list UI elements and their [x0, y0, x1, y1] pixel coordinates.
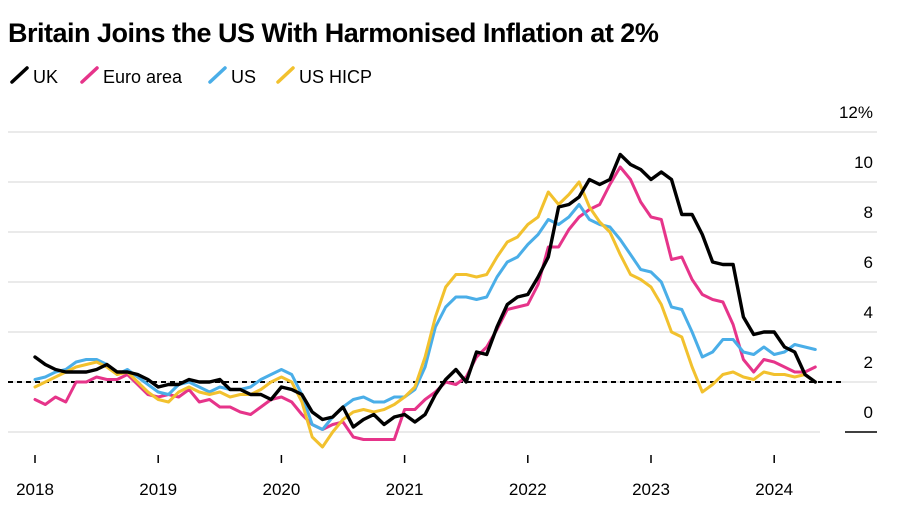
x-tick-label: 2022	[509, 480, 547, 499]
x-tick-label: 2018	[16, 480, 54, 499]
legend-swatch	[208, 66, 227, 84]
y-tick-label: 12%	[839, 103, 873, 122]
y-tick-label: 6	[864, 253, 873, 272]
legend-swatch	[10, 66, 29, 84]
chart-title: Britain Joins the US With Harmonised Inf…	[8, 18, 659, 48]
y-tick-label: 2	[864, 353, 873, 372]
legend-label: US HICP	[299, 67, 372, 87]
y-tick-label: 0	[864, 403, 873, 422]
x-axis: 2018 2019 2020 2021 2022 2023 2024	[16, 455, 793, 499]
legend: UK Euro area US US HICP	[10, 66, 372, 87]
y-axis-labels: 0 2 4 6 8 10 12%	[839, 103, 873, 422]
x-tick-label: 2019	[139, 480, 177, 499]
x-tick-label: 2020	[262, 480, 300, 499]
series-line-euro-area	[33, 165, 817, 441]
x-tick-label: 2024	[755, 480, 793, 499]
series-lines	[33, 152, 817, 449]
y-tick-label: 10	[854, 153, 873, 172]
legend-swatch	[276, 66, 295, 84]
x-tick-label: 2021	[386, 480, 424, 499]
series-line-uk	[33, 152, 817, 429]
series-line-us	[33, 203, 817, 431]
y-tick-label: 4	[864, 303, 873, 322]
legend-label: Euro area	[103, 67, 183, 87]
legend-label: UK	[33, 67, 58, 87]
x-tick-label: 2023	[632, 480, 670, 499]
series-line-us-hicp	[33, 180, 817, 449]
y-tick-label: 8	[864, 203, 873, 222]
legend-swatch	[80, 66, 99, 84]
legend-label: US	[231, 67, 256, 87]
